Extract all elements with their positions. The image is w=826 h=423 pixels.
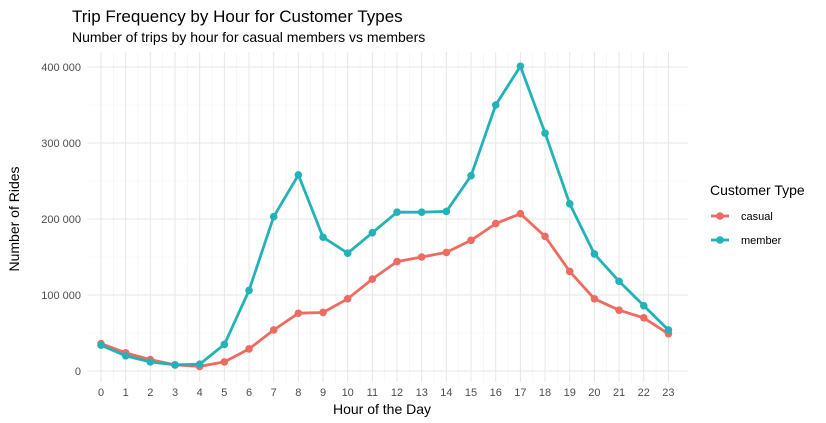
legend-label-member: member — [741, 235, 782, 247]
legend-point-member — [716, 236, 724, 244]
data-point-casual — [294, 309, 303, 318]
x-tick-label: 11 — [367, 387, 378, 399]
data-point-casual — [442, 248, 451, 257]
data-point-member — [565, 200, 574, 208]
data-point-casual — [639, 314, 648, 322]
data-point-member — [171, 361, 179, 369]
data-point-member — [590, 250, 599, 258]
x-tick-label: 10 — [342, 387, 354, 399]
x-tick-label: 18 — [539, 387, 551, 399]
data-point-member — [516, 62, 525, 71]
x-tick-label: 20 — [588, 387, 600, 399]
x-tick-label: 9 — [320, 387, 326, 399]
data-point-member — [467, 171, 475, 180]
data-point-member — [541, 129, 549, 137]
y-tick-label: 200 000 — [41, 214, 81, 226]
x-tick-label: 22 — [638, 387, 650, 399]
legend-key-casual — [711, 212, 729, 220]
legend-label-casual: casual — [741, 211, 773, 223]
data-point-casual — [541, 232, 549, 241]
data-point-member — [615, 277, 623, 286]
x-tick-label: 13 — [416, 387, 428, 399]
x-tick-label: 6 — [246, 387, 252, 399]
data-point-member — [97, 341, 105, 349]
data-point-casual — [393, 257, 401, 266]
data-point-member — [245, 286, 253, 295]
x-tick-label: 12 — [391, 387, 403, 399]
series-line-member — [99, 64, 670, 367]
legend-key-member — [711, 236, 729, 244]
x-tick-label: 14 — [440, 387, 452, 399]
y-axis-title: Number of Rides — [6, 166, 22, 271]
data-point-member — [121, 352, 130, 360]
data-point-member — [442, 207, 451, 216]
x-tick-label: 3 — [172, 387, 178, 399]
y-tick-label: 400 000 — [41, 62, 81, 74]
x-tick-label: 16 — [490, 387, 502, 399]
legend-point-casual — [716, 212, 724, 220]
data-point-member — [195, 360, 204, 368]
x-tick-label: 4 — [197, 387, 203, 399]
data-point-member — [664, 326, 673, 334]
x-tick-label: 7 — [271, 387, 277, 399]
x-axis-title: Hour of the Day — [333, 401, 431, 417]
x-tick-label: 21 — [613, 387, 625, 399]
legend-title: Customer Type — [710, 182, 805, 198]
data-point-casual — [368, 275, 377, 283]
data-point-member — [319, 233, 327, 242]
data-point-casual — [220, 358, 229, 366]
series-layer — [97, 62, 673, 371]
data-point-member — [491, 101, 500, 109]
x-tick-label: 5 — [221, 387, 227, 399]
data-point-member — [146, 358, 155, 366]
x-axis-ticks: 0 1 2 3 4 5 6 7 8 9 10 11 12 13 14 15 16 17 18 19 20 21 22 23 — [98, 387, 675, 399]
data-point-member — [343, 249, 352, 257]
y-tick-label: 100 000 — [41, 290, 81, 302]
data-point-casual — [269, 326, 278, 334]
data-point-member — [368, 228, 377, 237]
chart-title: Trip Frequency by Hour for Customer Type… — [72, 7, 403, 26]
x-tick-label: 19 — [564, 387, 576, 399]
y-axis-ticks: 0 100 000 200 000 300 000 400 000 — [41, 62, 81, 378]
data-point-member — [220, 340, 229, 349]
data-point-casual — [491, 219, 500, 228]
series-line-casual — [99, 212, 670, 368]
data-point-casual — [245, 345, 253, 353]
data-point-member — [417, 208, 426, 216]
x-tick-label: 1 — [123, 387, 129, 399]
x-tick-label: 23 — [662, 387, 674, 399]
x-tick-label: 8 — [295, 387, 301, 399]
grid — [88, 52, 688, 382]
x-tick-label: 15 — [465, 387, 477, 399]
series-member — [97, 62, 673, 369]
data-point-casual — [343, 295, 352, 303]
legend: Customer Type casual member — [710, 182, 805, 247]
data-point-member — [269, 212, 278, 221]
chart-subtitle: Number of trips by hour for casual membe… — [72, 29, 425, 45]
y-tick-label: 0 — [75, 366, 81, 378]
y-tick-label: 300 000 — [41, 138, 81, 150]
data-point-casual — [615, 306, 623, 315]
data-point-member — [393, 208, 401, 216]
x-tick-label: 2 — [147, 387, 153, 399]
data-point-member — [294, 171, 303, 179]
data-point-casual — [467, 236, 475, 245]
x-tick-label: 17 — [514, 387, 526, 399]
x-tick-label: 0 — [98, 387, 104, 399]
data-point-casual — [565, 267, 574, 276]
data-point-casual — [319, 308, 327, 317]
data-point-member — [639, 301, 648, 310]
data-point-casual — [417, 253, 426, 261]
data-point-casual — [516, 209, 525, 218]
data-point-casual — [590, 295, 599, 303]
